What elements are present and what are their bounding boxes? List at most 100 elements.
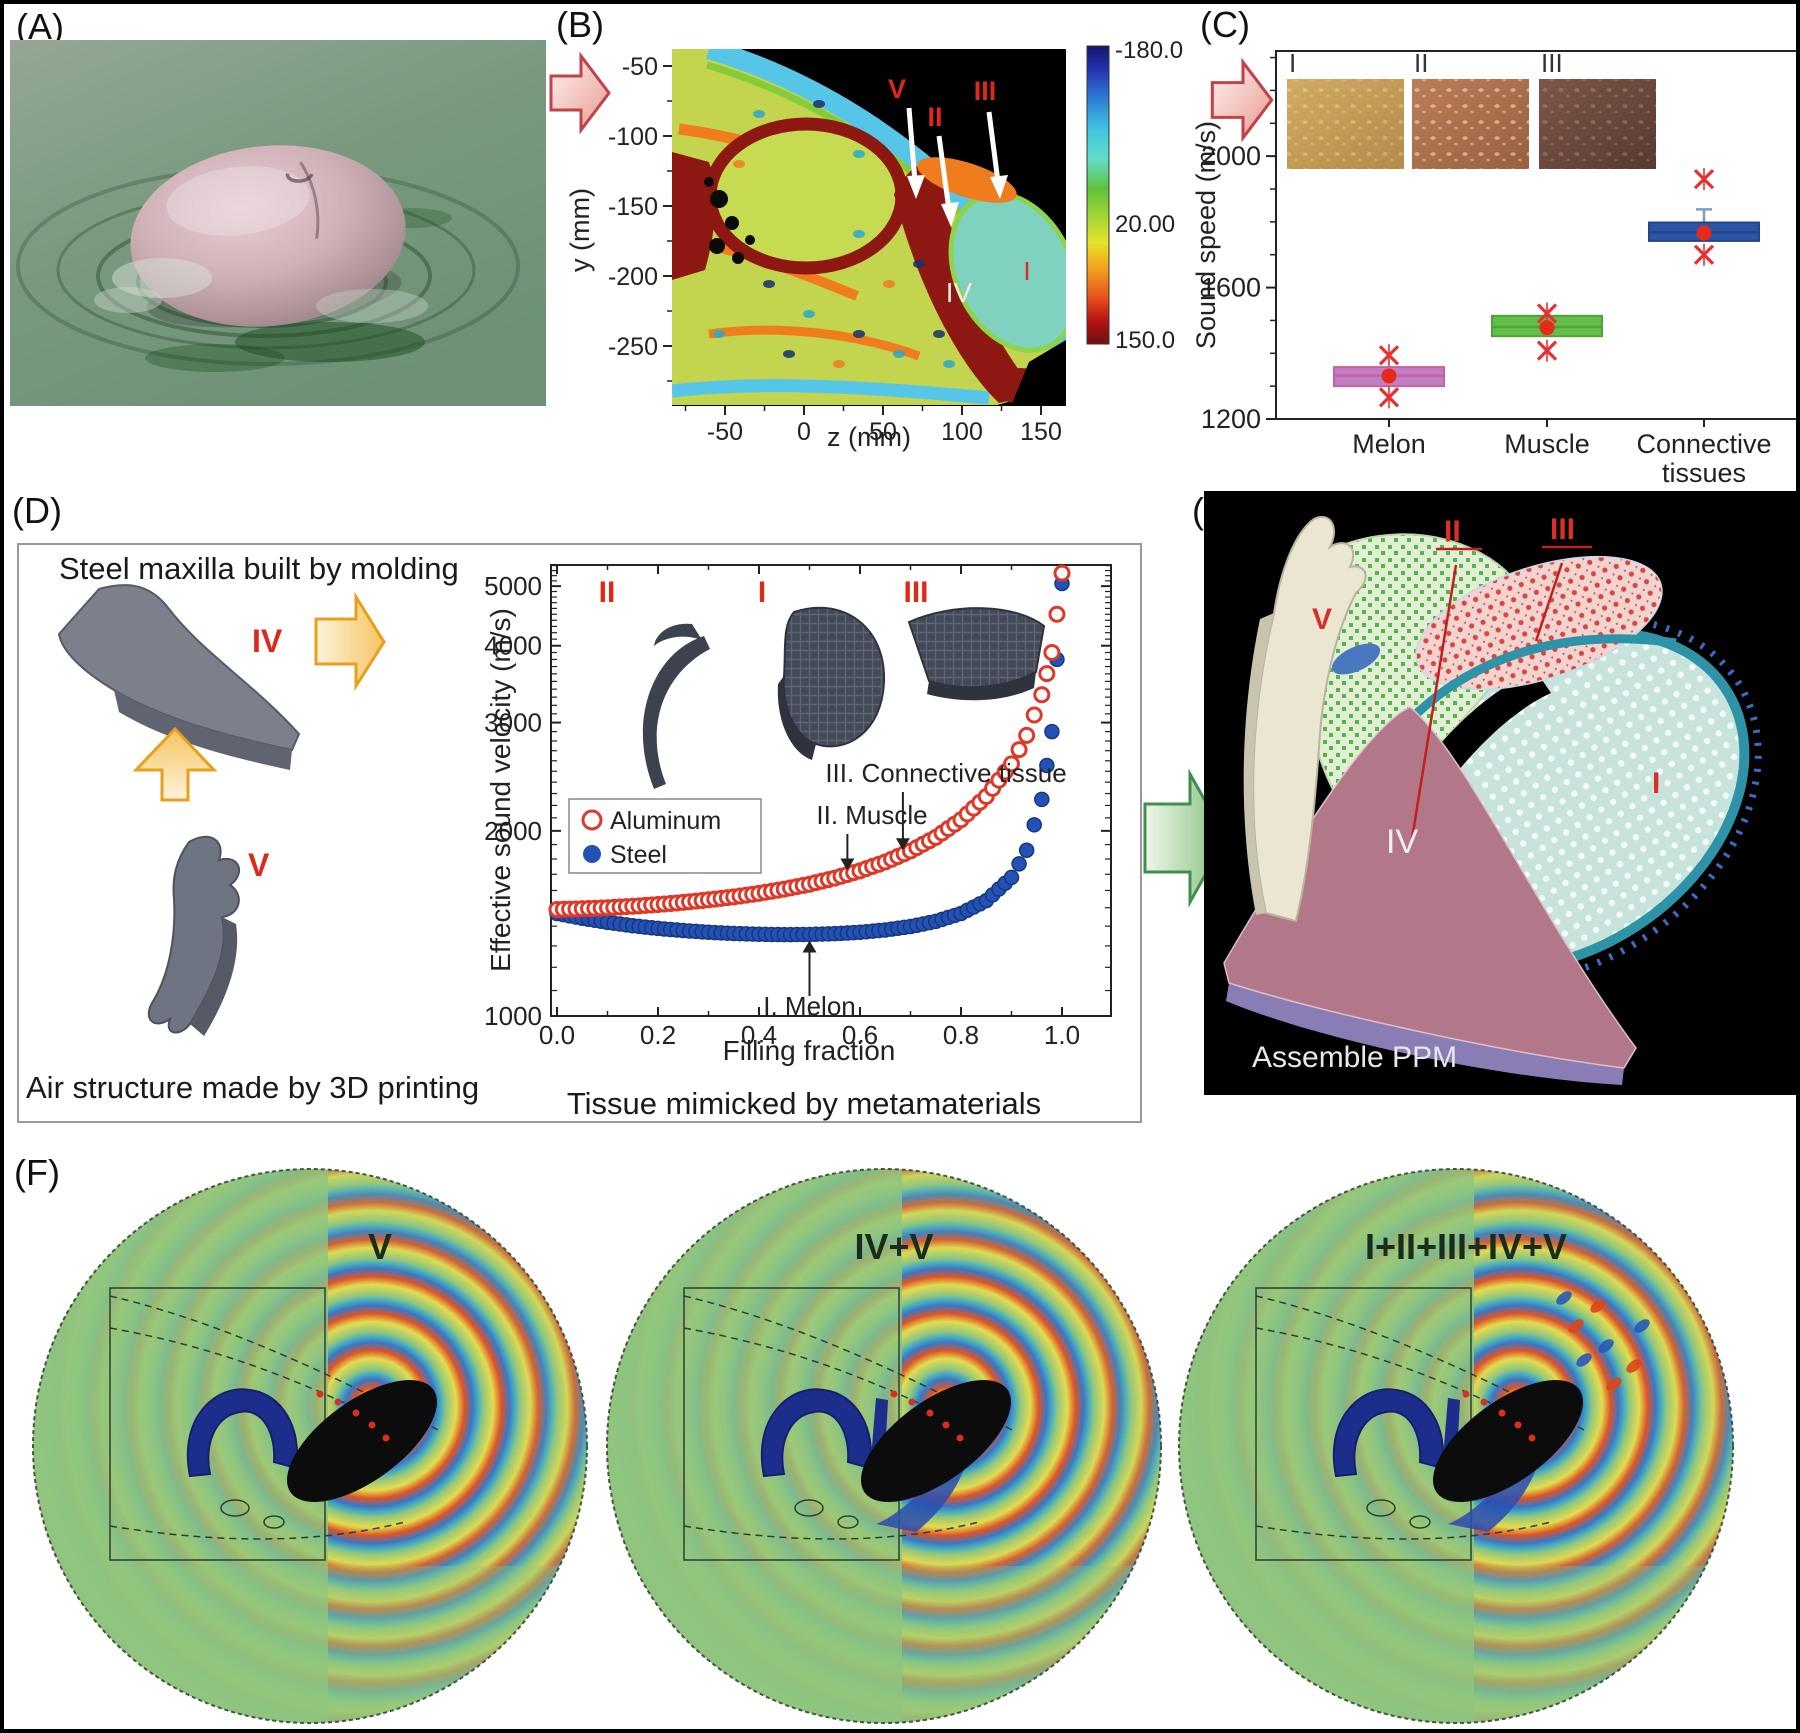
- d-plot-label-ii: II: [599, 576, 616, 609]
- map-label-ii: II: [927, 102, 942, 132]
- d-plot-label-iii: III: [903, 576, 928, 609]
- svg-text:-100: -100: [608, 123, 658, 151]
- mean-dot: [1381, 368, 1397, 384]
- svg-text:3000: 3000: [484, 708, 542, 738]
- arrow-a-to-b: [549, 51, 611, 135]
- maxilla-part-iv: [1223, 706, 1637, 1069]
- connective-part-iii: [1415, 555, 1663, 691]
- b-xlabel: z (mm): [827, 422, 911, 452]
- svg-text:0.4: 0.4: [741, 1020, 777, 1050]
- e-caption: Assemble PPM: [1252, 1041, 1457, 1074]
- d-xlabel: Filling fraction: [723, 1035, 896, 1066]
- simulation-1: V: [32, 1168, 588, 1724]
- wave-simulations: V IV+V I+II+III+IV+V: [32, 1168, 1734, 1724]
- head-crease: [299, 161, 320, 240]
- legend-aluminum: Aluminum: [610, 807, 721, 835]
- series-aluminum: [548, 564, 1071, 918]
- svg-text:50: 50: [869, 418, 897, 446]
- svg-text:1600: 1600: [1201, 273, 1261, 303]
- svg-text:2000: 2000: [1201, 141, 1261, 171]
- head-outline-drawing: [109, 1287, 441, 1561]
- panel-b-label: (B): [556, 4, 604, 45]
- sound-speed-boxplot: 1200 1600 2000 Melon Muscle Connective tissues…: [1191, 48, 1796, 488]
- panel-c-label: (C): [1200, 4, 1250, 45]
- map-label-iii: III: [974, 76, 997, 106]
- svg-text:4000: 4000: [484, 631, 542, 661]
- pointer-arrows: [906, 107, 1008, 227]
- svg-text:5000: 5000: [484, 571, 542, 601]
- svg-text:2000: 2000: [484, 816, 542, 846]
- dark-water-streak: [145, 344, 285, 372]
- foam: [316, 289, 428, 323]
- annotation-muscle: II. Muscle: [816, 800, 927, 830]
- e-label-v: V: [1312, 603, 1332, 636]
- map-label-iv: IV: [946, 277, 973, 308]
- e-label-iii: III: [1550, 513, 1575, 546]
- steel-maxilla-shape: [57, 584, 301, 752]
- blowhole: [285, 173, 314, 183]
- svg-text:100: 100: [941, 418, 983, 446]
- head-outline-drawing: [683, 1287, 1015, 1561]
- leader-line-iii: [1534, 562, 1564, 642]
- air-structure-side-face: [1243, 613, 1274, 915]
- boxplot-chart: 1200 1600 2000 Melon Muscle Connective tissues: [1201, 50, 1796, 488]
- simulation-label: IV+V: [854, 1226, 933, 1267]
- colorbar-middle: 20.00: [1115, 211, 1175, 238]
- svg-text:-150: -150: [608, 193, 658, 221]
- foam: [94, 287, 162, 313]
- lower-blubber-band: [672, 379, 990, 405]
- svg-text:0.6: 0.6: [842, 1020, 878, 1050]
- inset-label-iii: III: [1541, 48, 1563, 78]
- svg-text:-50: -50: [707, 418, 743, 446]
- panel-d-label: (D): [12, 490, 62, 531]
- d-legend: Aluminum Steel: [568, 798, 762, 874]
- air-structure-side: [190, 917, 238, 1036]
- steel-maxilla-side: [114, 690, 292, 770]
- mean-dot: [1696, 225, 1712, 241]
- e-label-ii: II: [1444, 515, 1461, 548]
- ct-sound-speed-map: V II III IV I -50 0 50 100 150 -50 -100 -150 -20…: [565, 37, 1183, 452]
- svg-text:-50: -50: [622, 53, 658, 81]
- colorbar: [1086, 45, 1110, 345]
- c-category-label: Melon: [1352, 429, 1426, 459]
- ppm-base-underside: [1226, 983, 1624, 1085]
- svg-text:0.2: 0.2: [640, 1020, 676, 1050]
- map-label-i: I: [1023, 256, 1030, 286]
- blue-insert: [1331, 643, 1381, 675]
- head-cross-section: [672, 49, 1066, 406]
- e-label-iv: IV: [1386, 823, 1418, 861]
- colorbar-bottom: 150.0: [1115, 327, 1175, 354]
- d-frame: [550, 564, 1112, 1017]
- svg-text:1000: 1000: [484, 1001, 542, 1031]
- colorbar-top: -180.0: [1115, 37, 1183, 64]
- map-label-v: V: [888, 74, 906, 104]
- air-spaces: [704, 177, 755, 264]
- d-air-caption: Air structure made by 3D printing: [26, 1070, 479, 1105]
- simulation-label: V: [368, 1226, 392, 1267]
- simulation-label: I+II+III+IV+V: [1365, 1226, 1567, 1267]
- d-ylabel: Effective sound velocity (m/s): [485, 608, 516, 972]
- svg-text:0: 0: [797, 418, 811, 446]
- panel-d-frame: [17, 543, 1142, 1123]
- metamaterial-panel: Steel maxilla built by molding Air struc…: [17, 543, 1142, 1123]
- svg-text:1200: 1200: [1201, 404, 1261, 434]
- scatter-chart: 0.0 0.2 0.4 0.6 0.8 1.0 1000 2000 3000 4000 5000 Al…: [484, 564, 1112, 1050]
- simulation-2: IV+V: [606, 1168, 1162, 1724]
- d-plot-label-i: I: [758, 576, 766, 609]
- legend-steel: Steel: [610, 841, 667, 869]
- d-label-v: V: [248, 847, 270, 883]
- panel-f-label: (F): [14, 1152, 60, 1193]
- inset-label-ii: II: [1414, 48, 1428, 78]
- tissue-photo-insets: [1287, 79, 1656, 169]
- d-label-iv: IV: [252, 623, 283, 659]
- svg-text:-250: -250: [608, 333, 658, 361]
- outer-dotted-rim: [1346, 615, 1762, 987]
- porpoise-photo: [10, 40, 546, 406]
- air-structure-part-v: [1252, 516, 1367, 923]
- map-axes: -50 0 50 100 150 -50 -100 -150 -200 -250: [608, 53, 1062, 446]
- simulation-3: I+II+III+IV+V: [1178, 1168, 1734, 1724]
- brain-region: [703, 117, 909, 275]
- dark-water-streak: [235, 322, 425, 362]
- svg-text:150: 150: [1020, 418, 1062, 446]
